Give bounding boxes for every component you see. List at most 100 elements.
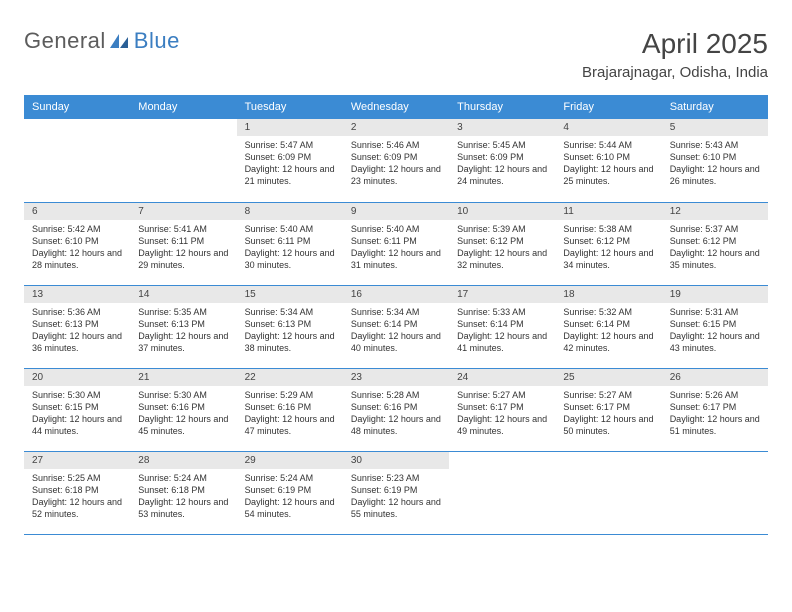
daylight-line: Daylight: 12 hours and 23 minutes. <box>351 163 441 187</box>
day-cell-13: 13Sunrise: 5:36 AMSunset: 6:13 PMDayligh… <box>24 285 130 368</box>
daylight-line: Daylight: 12 hours and 51 minutes. <box>670 413 760 437</box>
daylight-line: Daylight: 12 hours and 43 minutes. <box>670 330 760 354</box>
sunrise-line: Sunrise: 5:40 AM <box>245 223 335 235</box>
day-number: 24 <box>449 369 555 386</box>
sunset-line: Sunset: 6:17 PM <box>670 401 760 413</box>
daylight-line: Daylight: 12 hours and 25 minutes. <box>563 163 653 187</box>
sunrise-line: Sunrise: 5:42 AM <box>32 223 122 235</box>
brand-blue: Blue <box>134 28 180 54</box>
day-number: 23 <box>343 369 449 386</box>
day-cell-27: 27Sunrise: 5:25 AMSunset: 6:18 PMDayligh… <box>24 451 130 534</box>
sunset-line: Sunset: 6:12 PM <box>563 235 653 247</box>
day-cell-14: 14 Sunrise: 5:35 AMSunset: 6:13 PMDayligh… <box>130 285 236 368</box>
sunset-line: Sunset: 6:11 PM <box>138 235 228 247</box>
daylight-line: Daylight: 12 hours and 32 minutes. <box>457 247 547 271</box>
day-content: Sunrise: 5:24 AMSunset: 6:19 PMDaylight:… <box>237 469 343 525</box>
sunset-line: Sunset: 6:11 PM <box>351 235 441 247</box>
day-cell-6: 6Sunrise: 5:42 AMSunset: 6:10 PMDaylight… <box>24 202 130 285</box>
sunrise-line: Sunrise: 5:47 AM <box>245 139 335 151</box>
sunrise-line: Sunrise: 5:29 AM <box>245 389 335 401</box>
brand-sail-icon <box>110 34 130 48</box>
day-content: Sunrise: 5:23 AMSunset: 6:19 PMDaylight:… <box>343 469 449 525</box>
header: General Blue April 2025 Brajarajnagar, O… <box>24 28 768 81</box>
daylight-line: Daylight: 12 hours and 41 minutes. <box>457 330 547 354</box>
sunrise-line: Sunrise: 5:34 AM <box>245 306 335 318</box>
weekday-header-tuesday: Tuesday <box>237 95 343 119</box>
day-content: Sunrise: 5:31 AMSunset: 6:15 PMDaylight:… <box>662 303 768 359</box>
day-cell-12: 12Sunrise: 5:37 AMSunset: 6:12 PMDayligh… <box>662 202 768 285</box>
day-cell-20: 20Sunrise: 5:30 AMSunset: 6:15 PMDayligh… <box>24 368 130 451</box>
day-content: Sunrise: 5:41 AMSunset: 6:11 PMDaylight:… <box>130 220 236 276</box>
day-cell-8: 8Sunrise: 5:40 AMSunset: 6:11 PMDaylight… <box>237 202 343 285</box>
sunset-line: Sunset: 6:09 PM <box>245 151 335 163</box>
sunset-line: Sunset: 6:12 PM <box>670 235 760 247</box>
day-cell-28: 28Sunrise: 5:24 AMSunset: 6:18 PMDayligh… <box>130 451 236 534</box>
daylight-line: Daylight: 12 hours and 35 minutes. <box>670 247 760 271</box>
day-content: Sunrise: 5:34 AMSunset: 6:14 PMDaylight:… <box>343 303 449 359</box>
brand-general: General <box>24 28 106 54</box>
sunrise-line: Sunrise: 5:43 AM <box>670 139 760 151</box>
calendar-row: 13Sunrise: 5:36 AMSunset: 6:13 PMDayligh… <box>24 285 768 368</box>
day-number: 14 <box>130 286 236 303</box>
sunrise-line: Sunrise: 5:46 AM <box>351 139 441 151</box>
day-number: 19 <box>662 286 768 303</box>
day-cell-25: 25Sunrise: 5:27 AMSunset: 6:17 PMDayligh… <box>555 368 661 451</box>
day-content: Sunrise: 5:43 AMSunset: 6:10 PMDaylight:… <box>662 136 768 192</box>
sunrise-line: Sunrise: 5:40 AM <box>351 223 441 235</box>
sunset-line: Sunset: 6:13 PM <box>138 318 228 330</box>
sunrise-line: Sunrise: 5:31 AM <box>670 306 760 318</box>
daylight-line: Daylight: 12 hours and 52 minutes. <box>32 496 122 520</box>
day-cell-1: 1Sunrise: 5:47 AMSunset: 6:09 PMDaylight… <box>237 119 343 202</box>
day-content: Sunrise: 5:30 AMSunset: 6:16 PMDaylight:… <box>130 386 236 442</box>
weekday-header-sunday: Sunday <box>24 95 130 119</box>
day-content: Sunrise: 5:45 AMSunset: 6:09 PMDaylight:… <box>449 136 555 192</box>
sunrise-line: Sunrise: 5:30 AM <box>138 389 228 401</box>
sunset-line: Sunset: 6:13 PM <box>245 318 335 330</box>
day-number: 21 <box>130 369 236 386</box>
day-cell-11: 11Sunrise: 5:38 AMSunset: 6:12 PMDayligh… <box>555 202 661 285</box>
sunset-line: Sunset: 6:14 PM <box>563 318 653 330</box>
sunrise-line: Sunrise: 5:41 AM <box>138 223 228 235</box>
day-number: 3 <box>449 119 555 136</box>
day-cell-empty <box>662 451 768 534</box>
day-cell-empty <box>555 451 661 534</box>
day-content: Sunrise: 5:34 AMSunset: 6:13 PMDaylight:… <box>237 303 343 359</box>
day-number: 15 <box>237 286 343 303</box>
day-number: 28 <box>130 452 236 469</box>
sunrise-line: Sunrise: 5:28 AM <box>351 389 441 401</box>
sunrise-line: Sunrise: 5:44 AM <box>563 139 653 151</box>
day-number: 11 <box>555 203 661 220</box>
day-cell-23: 23Sunrise: 5:28 AMSunset: 6:16 PMDayligh… <box>343 368 449 451</box>
brand-logo: General Blue <box>24 28 180 54</box>
sunrise-line: Sunrise: 5:26 AM <box>670 389 760 401</box>
day-cell-21: 21Sunrise: 5:30 AMSunset: 6:16 PMDayligh… <box>130 368 236 451</box>
daylight-line: Daylight: 12 hours and 30 minutes. <box>245 247 335 271</box>
day-number: 4 <box>555 119 661 136</box>
day-cell-10: 10Sunrise: 5:39 AMSunset: 6:12 PMDayligh… <box>449 202 555 285</box>
day-content: Sunrise: 5:38 AMSunset: 6:12 PMDaylight:… <box>555 220 661 276</box>
sunset-line: Sunset: 6:13 PM <box>32 318 122 330</box>
day-cell-22: 22Sunrise: 5:29 AMSunset: 6:16 PMDayligh… <box>237 368 343 451</box>
day-cell-9: 9Sunrise: 5:40 AMSunset: 6:11 PMDaylight… <box>343 202 449 285</box>
day-cell-18: 18Sunrise: 5:32 AMSunset: 6:14 PMDayligh… <box>555 285 661 368</box>
day-content: Sunrise: 5:42 AMSunset: 6:10 PMDaylight:… <box>24 220 130 276</box>
sunset-line: Sunset: 6:12 PM <box>457 235 547 247</box>
sunrise-line: Sunrise: 5:35 AM <box>138 306 228 318</box>
daylight-line: Daylight: 12 hours and 37 minutes. <box>138 330 228 354</box>
sunset-line: Sunset: 6:09 PM <box>457 151 547 163</box>
daylight-line: Daylight: 12 hours and 45 minutes. <box>138 413 228 437</box>
day-cell-19: 19Sunrise: 5:31 AMSunset: 6:15 PMDayligh… <box>662 285 768 368</box>
sunset-line: Sunset: 6:10 PM <box>563 151 653 163</box>
day-content: Sunrise: 5:27 AMSunset: 6:17 PMDaylight:… <box>555 386 661 442</box>
day-number: 18 <box>555 286 661 303</box>
sunrise-line: Sunrise: 5:23 AM <box>351 472 441 484</box>
sunset-line: Sunset: 6:14 PM <box>457 318 547 330</box>
day-cell-empty <box>130 119 236 202</box>
day-number: 17 <box>449 286 555 303</box>
day-number: 13 <box>24 286 130 303</box>
day-cell-7: 7Sunrise: 5:41 AMSunset: 6:11 PMDaylight… <box>130 202 236 285</box>
day-cell-empty <box>449 451 555 534</box>
daylight-line: Daylight: 12 hours and 34 minutes. <box>563 247 653 271</box>
daylight-line: Daylight: 12 hours and 38 minutes. <box>245 330 335 354</box>
sunset-line: Sunset: 6:15 PM <box>670 318 760 330</box>
